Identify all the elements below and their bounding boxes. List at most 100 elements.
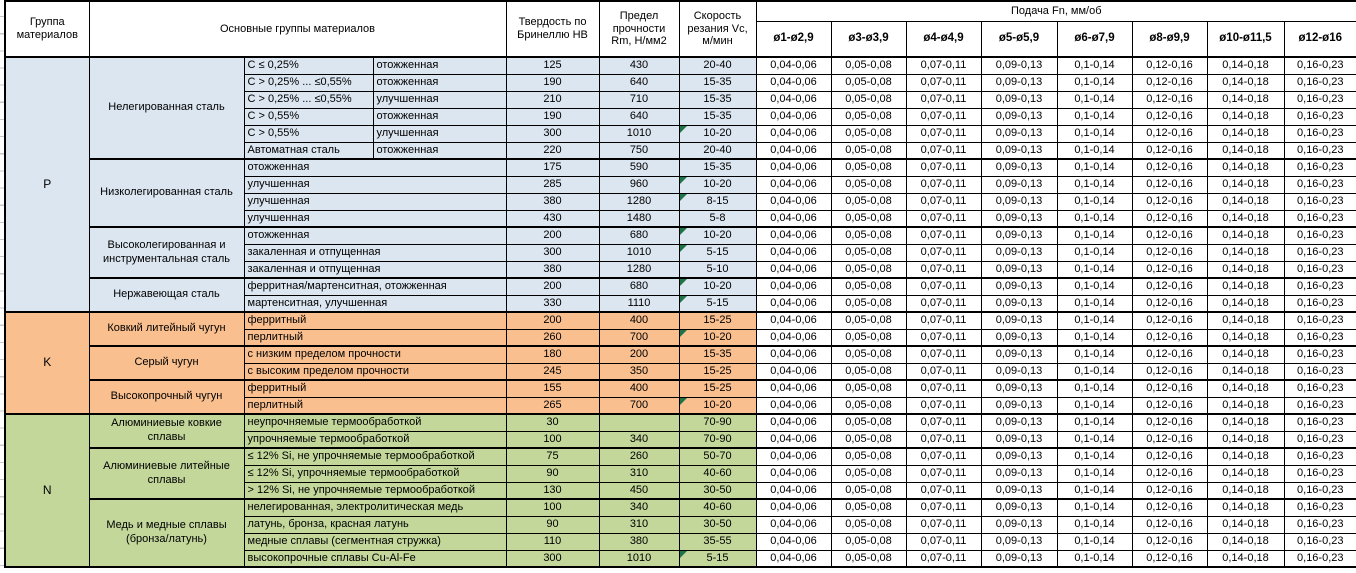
cell-feed-5[interactable]: 0,1-0,14: [1056, 447, 1133, 466]
header-brinell-hardness[interactable]: Твердость по Бринеллю HB: [505, 0, 600, 58]
cell-feed-2[interactable]: 0,05-0,08: [830, 498, 907, 517]
cell-feed-3[interactable]: 0,07-0,11: [905, 141, 982, 160]
cell-feed-7[interactable]: 0,14-0,18: [1206, 277, 1285, 296]
cell-feed-6[interactable]: 0,12-0,16: [1131, 243, 1208, 262]
cell-feed-5[interactable]: 0,1-0,14: [1056, 311, 1133, 330]
cell-feed-3[interactable]: 0,07-0,11: [905, 362, 982, 381]
cell-feed-5[interactable]: 0,1-0,14: [1056, 277, 1133, 296]
header-feed-col-5[interactable]: ø6-ø7,9: [1056, 20, 1133, 58]
cell-feed-2[interactable]: 0,05-0,08: [830, 192, 907, 211]
cell-cutting-speed-vc[interactable]: 35-55: [678, 532, 757, 551]
cell-feed-2[interactable]: 0,05-0,08: [830, 532, 907, 551]
cell-feed-4[interactable]: 0,09-0,13: [980, 481, 1058, 500]
cell-feed-3[interactable]: 0,07-0,11: [905, 498, 982, 517]
cell-feed-6[interactable]: 0,12-0,16: [1131, 73, 1208, 92]
cell-feed-5[interactable]: 0,1-0,14: [1056, 175, 1133, 194]
cell-material-group[interactable]: Низколегированная сталь: [88, 158, 245, 228]
cell-cutting-speed-vc[interactable]: 40-60: [678, 464, 757, 483]
cell-hardness-hb[interactable]: 130: [505, 481, 600, 500]
cell-feed-8[interactable]: 0,16-0,23: [1283, 447, 1356, 466]
cell-feed-1[interactable]: 0,04-0,06: [755, 192, 832, 211]
header-main-groups[interactable]: Основные группы материалов: [88, 0, 507, 58]
cell-feed-3[interactable]: 0,07-0,11: [905, 175, 982, 194]
header-tensile-strength[interactable]: Предел прочности Rm, Н/мм2: [598, 0, 680, 58]
cell-hardness-hb[interactable]: 190: [505, 73, 600, 92]
cell-feed-3[interactable]: 0,07-0,11: [905, 515, 982, 534]
cell-attribute[interactable]: C > 0,55%: [243, 124, 374, 143]
cell-feed-5[interactable]: 0,1-0,14: [1056, 260, 1133, 279]
cell-feed-5[interactable]: 0,1-0,14: [1056, 515, 1133, 534]
cell-feed-8[interactable]: 0,16-0,23: [1283, 379, 1356, 398]
cell-cutting-speed-vc[interactable]: 5-10: [678, 260, 757, 279]
cell-feed-1[interactable]: 0,04-0,06: [755, 379, 832, 398]
cell-feed-5[interactable]: 0,1-0,14: [1056, 532, 1133, 551]
cell-feed-7[interactable]: 0,14-0,18: [1206, 481, 1285, 500]
cell-feed-1[interactable]: 0,04-0,06: [755, 532, 832, 551]
cell-feed-6[interactable]: 0,12-0,16: [1131, 124, 1208, 143]
cell-state[interactable]: отожженная: [372, 107, 507, 126]
cell-attribute[interactable]: отожженная: [243, 226, 507, 245]
cell-feed-4[interactable]: 0,09-0,13: [980, 430, 1058, 449]
cell-feed-3[interactable]: 0,07-0,11: [905, 481, 982, 500]
cell-attribute[interactable]: Автоматная сталь: [243, 141, 374, 160]
cell-attribute[interactable]: улучшенная: [243, 175, 507, 194]
cell-attribute[interactable]: медные сплавы (сегментная стружка): [243, 532, 507, 551]
cell-feed-6[interactable]: 0,12-0,16: [1131, 549, 1208, 568]
cell-feed-6[interactable]: 0,12-0,16: [1131, 311, 1208, 330]
cell-feed-7[interactable]: 0,14-0,18: [1206, 328, 1285, 347]
cell-feed-6[interactable]: 0,12-0,16: [1131, 430, 1208, 449]
cell-feed-2[interactable]: 0,05-0,08: [830, 294, 907, 313]
cell-feed-4[interactable]: 0,09-0,13: [980, 413, 1058, 432]
cell-feed-7[interactable]: 0,14-0,18: [1206, 209, 1285, 228]
cell-attribute[interactable]: упрочняемые термообработкой: [243, 430, 507, 449]
cell-hardness-hb[interactable]: 430: [505, 209, 600, 228]
cell-feed-8[interactable]: 0,16-0,23: [1283, 90, 1356, 109]
cell-feed-8[interactable]: 0,16-0,23: [1283, 158, 1356, 177]
cell-attribute[interactable]: C > 0,25% ... ≤0,55%: [243, 73, 374, 92]
cell-feed-1[interactable]: 0,04-0,06: [755, 141, 832, 160]
cell-feed-3[interactable]: 0,07-0,11: [905, 311, 982, 330]
cell-feed-2[interactable]: 0,05-0,08: [830, 362, 907, 381]
cell-feed-1[interactable]: 0,04-0,06: [755, 209, 832, 228]
cell-feed-3[interactable]: 0,07-0,11: [905, 277, 982, 296]
cell-feed-4[interactable]: 0,09-0,13: [980, 515, 1058, 534]
cell-feed-4[interactable]: 0,09-0,13: [980, 549, 1058, 568]
cell-feed-4[interactable]: 0,09-0,13: [980, 396, 1058, 415]
cell-feed-7[interactable]: 0,14-0,18: [1206, 73, 1285, 92]
cell-feed-6[interactable]: 0,12-0,16: [1131, 226, 1208, 245]
cell-feed-2[interactable]: 0,05-0,08: [830, 396, 907, 415]
cell-feed-2[interactable]: 0,05-0,08: [830, 158, 907, 177]
cell-feed-8[interactable]: 0,16-0,23: [1283, 413, 1356, 432]
cell-feed-7[interactable]: 0,14-0,18: [1206, 141, 1285, 160]
cell-feed-7[interactable]: 0,14-0,18: [1206, 226, 1285, 245]
cell-feed-5[interactable]: 0,1-0,14: [1056, 107, 1133, 126]
cell-attribute[interactable]: отожженная: [243, 158, 507, 177]
header-feed-col-7[interactable]: ø10-ø11,5: [1206, 20, 1285, 58]
cell-hardness-hb[interactable]: 90: [505, 464, 600, 483]
cell-feed-3[interactable]: 0,07-0,11: [905, 328, 982, 347]
cell-feed-6[interactable]: 0,12-0,16: [1131, 498, 1208, 517]
cell-feed-8[interactable]: 0,16-0,23: [1283, 175, 1356, 194]
cell-feed-4[interactable]: 0,09-0,13: [980, 260, 1058, 279]
header-material-group[interactable]: Группа материалов: [4, 0, 90, 58]
cell-feed-4[interactable]: 0,09-0,13: [980, 532, 1058, 551]
cell-hardness-hb[interactable]: 75: [505, 447, 600, 466]
cell-cutting-speed-vc[interactable]: 30-50: [678, 481, 757, 500]
cell-strength-rm[interactable]: 680: [598, 226, 680, 245]
cell-feed-8[interactable]: 0,16-0,23: [1283, 107, 1356, 126]
cell-hardness-hb[interactable]: 300: [505, 549, 600, 568]
cell-feed-4[interactable]: 0,09-0,13: [980, 175, 1058, 194]
cell-cutting-speed-vc[interactable]: 50-70: [678, 447, 757, 466]
cell-feed-8[interactable]: 0,16-0,23: [1283, 141, 1356, 160]
cell-feed-6[interactable]: 0,12-0,16: [1131, 175, 1208, 194]
cell-hardness-hb[interactable]: 30: [505, 413, 600, 432]
cell-feed-6[interactable]: 0,12-0,16: [1131, 328, 1208, 347]
cell-feed-2[interactable]: 0,05-0,08: [830, 124, 907, 143]
cell-attribute[interactable]: ферритный: [243, 311, 507, 330]
header-feed-col-4[interactable]: ø5-ø5,9: [980, 20, 1058, 58]
cell-feed-1[interactable]: 0,04-0,06: [755, 447, 832, 466]
cell-strength-rm[interactable]: 200: [598, 345, 680, 364]
cell-feed-8[interactable]: 0,16-0,23: [1283, 56, 1356, 75]
cell-feed-7[interactable]: 0,14-0,18: [1206, 90, 1285, 109]
cell-state[interactable]: улучшенная: [372, 124, 507, 143]
